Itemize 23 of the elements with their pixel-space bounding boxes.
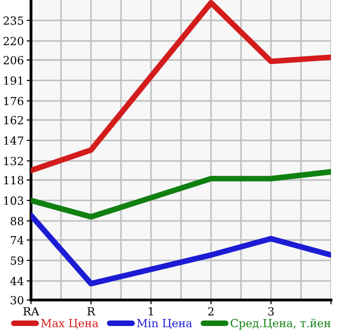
x-tick-label: R — [87, 307, 96, 316]
x-tick-label: 3 — [268, 307, 274, 316]
y-tick-label: 59 — [10, 256, 24, 265]
x-tick-label: 2 — [208, 307, 214, 316]
legend-label: Min Цена — [136, 318, 192, 329]
legend-label: Сред.Цена, т.йен — [230, 318, 331, 330]
x-tick-label: 1 — [148, 307, 153, 316]
y-tick-label: 176 — [4, 96, 24, 106]
y-tick-label: 88 — [10, 216, 24, 226]
y-tick-label: 191 — [4, 76, 22, 85]
legend-label: Max Цена — [41, 319, 98, 329]
y-tick-label: 132 — [4, 156, 23, 166]
y-tick-label: 74 — [10, 236, 24, 244]
y-tick-label: 30 — [10, 296, 24, 304]
y-tick-label: 206 — [4, 56, 24, 64]
y-tick-label: 44 — [10, 276, 24, 286]
y-tick-label: 103 — [4, 196, 24, 205]
y-tick-label: 162 — [4, 116, 23, 124]
y-tick-label: 220 — [4, 36, 24, 46]
y-tick-label: 118 — [4, 176, 24, 184]
y-tick-label: 147 — [4, 136, 24, 145]
x-tick-label: RA — [23, 307, 40, 316]
y-tick-label: 235 — [4, 16, 24, 25]
